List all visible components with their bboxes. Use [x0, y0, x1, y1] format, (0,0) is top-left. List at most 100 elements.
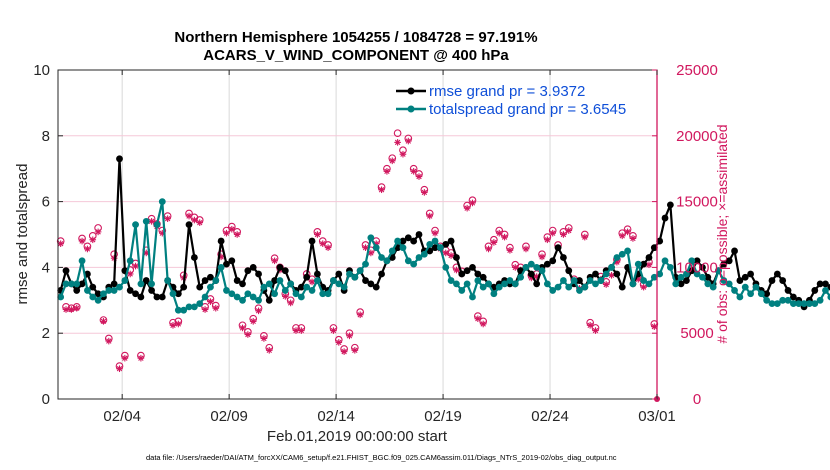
y-left-tick-label: 0 [42, 391, 50, 408]
rmse-point [265, 296, 273, 304]
totalspread-point [645, 280, 653, 288]
totalspread-point [602, 270, 610, 278]
assimilated-obs-marker [442, 249, 450, 257]
star-stroke [266, 347, 272, 354]
star-stroke [448, 252, 454, 259]
totalspread-point [699, 273, 706, 281]
star-stroke [239, 325, 246, 331]
star-stroke [416, 173, 422, 180]
totalspread-point [105, 287, 113, 294]
totalspread-point [517, 273, 525, 281]
star-stroke [427, 213, 433, 219]
totalspread-point [201, 293, 209, 301]
star-stroke [394, 139, 401, 146]
assimilated-obs-marker [78, 237, 86, 245]
totalspread-point [608, 264, 615, 271]
totalspread-point [388, 247, 396, 255]
assimilated-obs-marker [265, 347, 273, 354]
rmse-point [78, 280, 86, 288]
rmse-point [126, 287, 134, 294]
totalspread-point [410, 260, 418, 268]
rmse-point [693, 257, 701, 265]
totalspread-point [431, 237, 439, 245]
totalspread-point [693, 270, 701, 278]
assimilated-obs-marker [474, 315, 482, 323]
totalspread-point [303, 283, 311, 291]
totalspread-point [677, 273, 685, 281]
assimilated-obs-marker [116, 365, 123, 373]
star-stroke [400, 151, 406, 157]
totalspread-point [180, 306, 188, 314]
star-stroke [507, 247, 513, 253]
totalspread-point [779, 296, 787, 304]
assimilated-obs-marker [602, 281, 610, 288]
totalspread-point [543, 280, 551, 288]
rmse-point [255, 270, 262, 278]
rmse-point [399, 237, 407, 245]
star-stroke [405, 138, 412, 144]
totalspread-point [436, 244, 444, 252]
totalspread-point [330, 277, 337, 284]
rmse-point [303, 273, 311, 281]
assimilated-obs-marker [314, 231, 321, 238]
totalspread-point [142, 217, 150, 225]
rmse-point [137, 293, 145, 301]
assimilated-obs-marker [453, 266, 460, 274]
totalspread-point [479, 283, 487, 291]
totalspread-point [731, 287, 738, 294]
legend: rmse grand pr = 3.9372 totalspread grand… [396, 83, 626, 118]
rmse-point [142, 277, 150, 284]
assimilated-obs-marker [495, 229, 503, 237]
totalspread-point [110, 287, 118, 294]
totalspread-point [715, 267, 722, 275]
totalspread-point [260, 283, 268, 291]
star-stroke [213, 305, 219, 311]
rmse-point [576, 277, 583, 284]
totalspread-point [442, 264, 450, 271]
rmse-point [773, 270, 781, 278]
rmse-point [618, 283, 626, 291]
totalspread-point [62, 280, 70, 288]
totalspread-point [362, 260, 369, 268]
star-stroke [202, 306, 208, 313]
assimilated-obs-marker [281, 293, 289, 300]
assimilated-obs-marker [592, 327, 599, 334]
title-line-1: Northern Hemisphere 1054255 / 1084728 = … [174, 29, 537, 46]
star-stroke [346, 333, 353, 339]
totalspread-point [634, 260, 642, 268]
totalspread-point [789, 300, 797, 307]
title-line-2: ACARS_V_WIND_COMPONENT @ 400 hPa [203, 47, 509, 64]
assimilated-obs-marker [351, 347, 359, 354]
rmse-point [276, 264, 284, 271]
star-stroke [197, 219, 203, 226]
assimilated-obs-marker [415, 173, 423, 180]
assimilated-obs-marker [340, 348, 348, 355]
totalspread-point [84, 287, 91, 294]
assimilated-obs-marker [608, 271, 615, 279]
totalspread-point [506, 277, 514, 284]
totalspread-point [265, 280, 273, 288]
totalspread-point [704, 280, 712, 288]
rmse-point [592, 270, 599, 278]
assimilated-obs-marker [506, 246, 514, 254]
star-stroke [229, 226, 235, 232]
rmse-point [110, 280, 118, 288]
star-stroke [384, 168, 390, 175]
totalspread-point [736, 293, 744, 301]
rmse-point [174, 290, 182, 298]
rmse-point [463, 267, 471, 275]
rmse-point [822, 280, 829, 288]
totalspread-point [228, 290, 236, 298]
star-stroke [566, 227, 572, 234]
totalspread-point [292, 290, 300, 298]
assimilated-obs-marker [68, 306, 75, 313]
star-stroke [368, 250, 374, 256]
totalspread-point [335, 280, 343, 288]
rmse-point [688, 267, 696, 275]
assimilated-obs-marker [89, 236, 97, 244]
star-stroke [175, 321, 182, 327]
totalspread-point [116, 283, 123, 291]
rmse-point [816, 280, 824, 288]
assimilated-obs-marker [105, 337, 113, 345]
assimilated-obs-marker [249, 318, 257, 325]
